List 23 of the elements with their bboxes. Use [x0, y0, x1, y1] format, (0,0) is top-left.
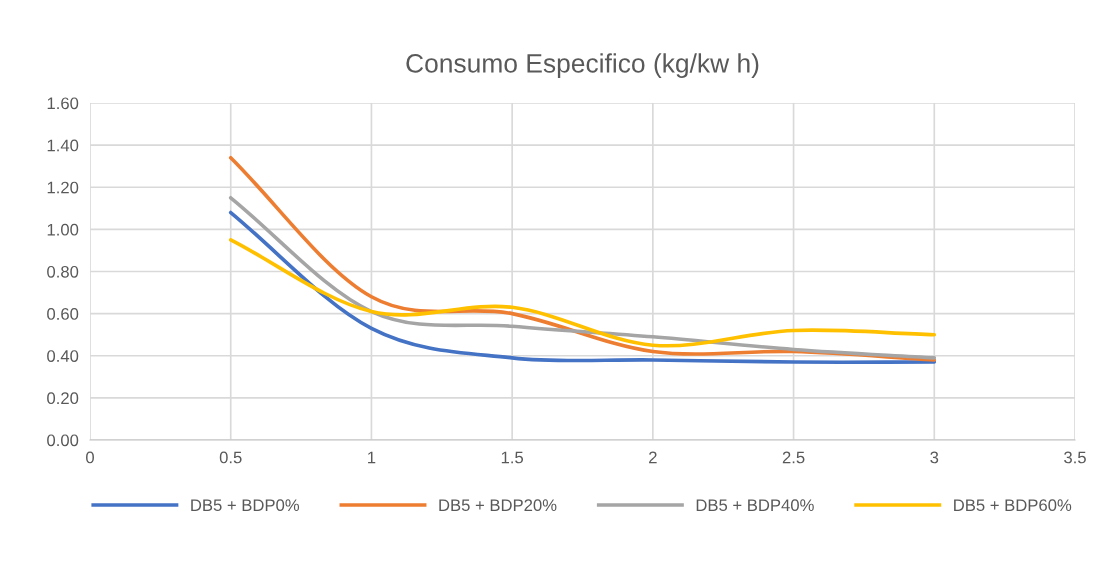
y-tick-label: 0.00 [47, 434, 79, 447]
legend-label: DB5 + BDP60% [954, 499, 1072, 512]
x-tick-label: 3 [930, 451, 939, 464]
legend-label: DB5 + BDP20% [439, 499, 557, 512]
y-tick-label: 0.80 [47, 265, 79, 278]
y-tick-label: 1.40 [47, 139, 79, 152]
x-tick-label: 0 [86, 451, 94, 464]
line-series [228, 238, 937, 348]
x-tick-label: 0.5 [219, 451, 242, 464]
y-tick-label: 1.20 [47, 181, 79, 194]
x-tick-label: 2.5 [782, 451, 805, 464]
x-tick-label: 2 [649, 451, 657, 464]
y-tick-label: 0.60 [47, 308, 79, 320]
legend-label: DB5 + BDP40% [696, 499, 814, 512]
x-tick-label: 1.5 [501, 451, 524, 464]
chart-title: Consumo Especifico (kg/kw h) [406, 53, 759, 78]
y-tick-label: 0.40 [47, 350, 79, 362]
x-tick-label: 3.5 [1064, 451, 1086, 464]
y-tick-label: 1.00 [47, 223, 79, 236]
legend-label: DB5 + BDP0% [191, 499, 300, 512]
x-tick-label: 1 [368, 451, 376, 464]
y-tick-label: 0.20 [47, 392, 79, 405]
y-tick-label: 1.60 [47, 97, 79, 110]
